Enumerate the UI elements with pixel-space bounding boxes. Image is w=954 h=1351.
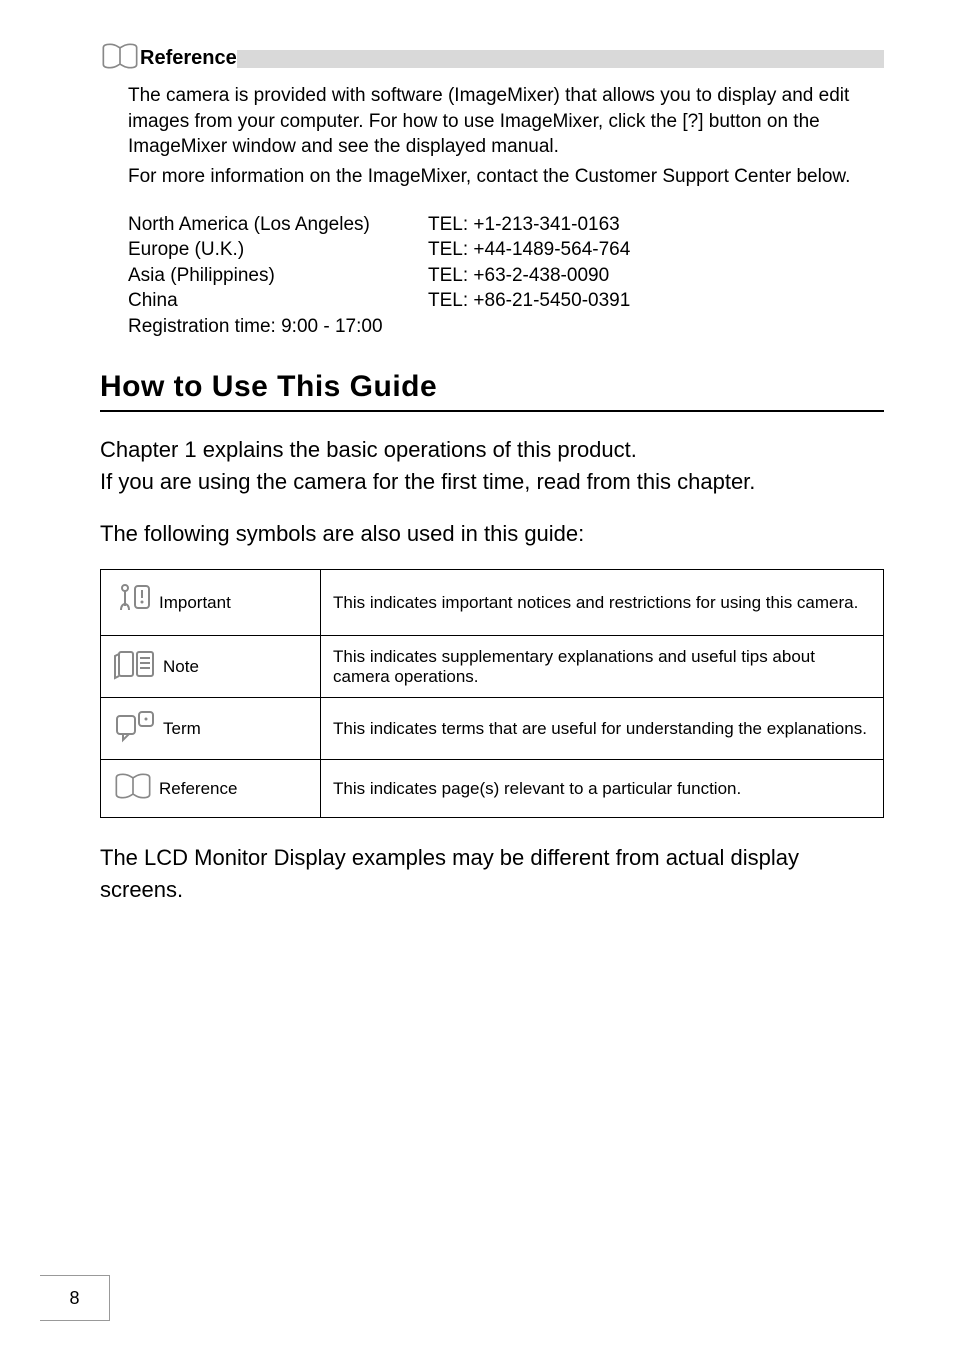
symbol-desc: This indicates important notices and res… (321, 570, 884, 636)
reference-header-row: Reference (100, 40, 884, 77)
symbol-cell-note: Note (101, 636, 321, 698)
note-document-icon (113, 646, 157, 687)
howto-rule (100, 410, 884, 412)
reference-header-strip (237, 50, 884, 68)
registration-time: Registration time: 9:00 - 17:00 (128, 314, 884, 340)
contact-region: North America (Los Angeles) (128, 212, 428, 238)
page-root: Reference The camera is provided with so… (0, 0, 954, 1351)
contact-tel: TEL: +86-21-5450-0391 (428, 288, 630, 314)
closing-text: The LCD Monitor Display examples may be … (100, 842, 884, 906)
contact-row: Europe (U.K.) TEL: +44-1489-564-764 (128, 237, 884, 263)
table-row: Reference This indicates page(s) relevan… (101, 760, 884, 818)
symbol-cell-reference: Reference (101, 760, 321, 818)
contact-row: North America (Los Angeles) TEL: +1-213-… (128, 212, 884, 238)
symbol-desc: This indicates page(s) relevant to a par… (321, 760, 884, 818)
table-row: Important This indicates important notic… (101, 570, 884, 636)
page-number: 8 (69, 1288, 79, 1309)
symbol-cell-term: Term (101, 698, 321, 760)
reference-header-content: Reference (100, 40, 237, 77)
reference-body-line-0: The camera is provided with software (Im… (128, 83, 884, 160)
symbol-table: Important This indicates important notic… (100, 569, 884, 818)
howto-para3: The following symbols are also used in t… (100, 518, 884, 550)
page-footer: 8 (0, 1275, 120, 1321)
contact-region: Europe (U.K.) (128, 237, 428, 263)
contact-region: China (128, 288, 428, 314)
howto-para1: Chapter 1 explains the basic operations … (100, 437, 637, 462)
symbol-label: Note (163, 657, 199, 677)
term-speech-icon (113, 708, 157, 749)
contact-tel: TEL: +1-213-341-0163 (428, 212, 620, 238)
table-row: Term This indicates terms that are usefu… (101, 698, 884, 760)
howto-para-block: Chapter 1 explains the basic operations … (100, 434, 884, 498)
reference-open-book-icon (100, 40, 140, 77)
howto-heading: How to Use This Guide (100, 370, 884, 404)
page-number-box: 8 (40, 1275, 110, 1321)
howto-para2: If you are using the camera for the firs… (100, 469, 755, 494)
contact-row: China TEL: +86-21-5450-0391 (128, 288, 884, 314)
table-row: Note This indicates supplementary explan… (101, 636, 884, 698)
reference-header-label: Reference (140, 47, 237, 70)
reference-open-book-icon (113, 770, 153, 807)
contact-row: Asia (Philippines) TEL: +63-2-438-0090 (128, 263, 884, 289)
symbol-desc: This indicates terms that are useful for… (321, 698, 884, 760)
symbol-label: Important (159, 593, 231, 613)
symbol-cell-important: Important (101, 570, 321, 636)
important-exclamation-icon (113, 580, 153, 625)
reference-body-line-1: For more information on the ImageMixer, … (128, 164, 884, 190)
symbol-desc: This indicates supplementary explanation… (321, 636, 884, 698)
contact-tel: TEL: +63-2-438-0090 (428, 263, 609, 289)
reference-section: Reference The camera is provided with so… (100, 40, 884, 340)
symbol-label: Reference (159, 779, 237, 799)
symbol-label: Term (163, 719, 201, 739)
contact-tel: TEL: +44-1489-564-764 (428, 237, 630, 263)
reference-body: The camera is provided with software (Im… (100, 77, 884, 340)
contact-region: Asia (Philippines) (128, 263, 428, 289)
